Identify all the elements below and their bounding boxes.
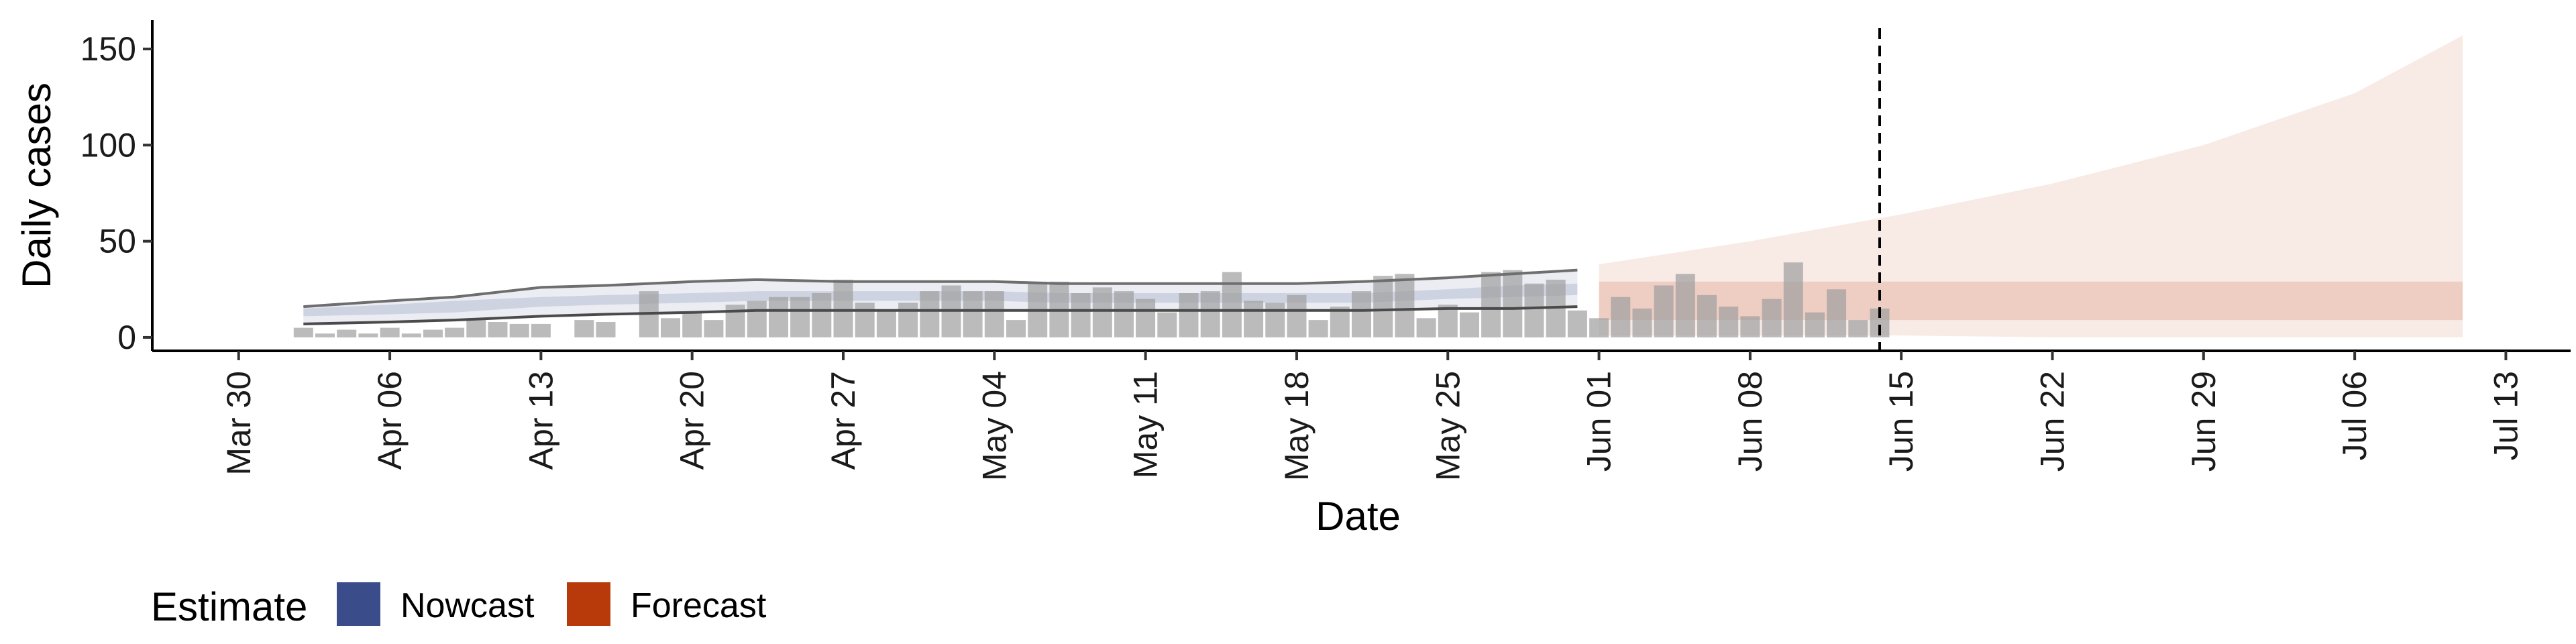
case-bar <box>401 333 421 337</box>
case-bar <box>812 293 832 337</box>
case-bar <box>531 323 551 337</box>
y-tick-label: 0 <box>117 319 136 356</box>
x-tick-label: Apr 13 <box>522 371 559 470</box>
case-bar <box>833 279 853 337</box>
x-tick-label: Jun 15 <box>1882 371 1920 472</box>
case-bar <box>1740 316 1760 337</box>
case-bar <box>1071 293 1091 337</box>
case-bar <box>963 291 983 337</box>
case-bar <box>1632 308 1652 337</box>
case-bar <box>315 333 335 337</box>
case-bar <box>1179 293 1199 337</box>
case-bar <box>790 297 810 337</box>
case-bar <box>1373 276 1393 337</box>
case-bar <box>1265 303 1285 337</box>
y-axis-title: Daily cases <box>14 83 59 288</box>
forecast-band-90 <box>1599 35 2463 337</box>
case-bar <box>574 320 594 337</box>
case-bar <box>1524 283 1544 337</box>
case-bar <box>488 322 508 337</box>
case-bar <box>596 322 616 337</box>
nowcast-upper-line <box>303 268 1578 309</box>
case-bar <box>661 318 680 337</box>
legend-swatch-nowcast <box>337 582 380 626</box>
case-bar <box>1222 272 1242 337</box>
x-tick-label: Jul 06 <box>2336 371 2373 460</box>
case-bar <box>1395 274 1415 337</box>
case-bar <box>1611 297 1631 337</box>
x-tick-label: Mar 30 <box>220 371 258 476</box>
case-bar <box>466 318 486 337</box>
case-bar <box>984 291 1004 337</box>
x-tick-label: May 25 <box>1429 371 1466 481</box>
case-bar <box>855 303 875 337</box>
y-tick-label: 100 <box>80 126 136 164</box>
case-bar <box>682 312 702 337</box>
forecast-band-50 <box>1599 281 2463 321</box>
x-tick-label: Apr 20 <box>674 371 711 470</box>
case-bar <box>1848 320 1868 337</box>
case-bar <box>358 333 378 337</box>
nowcast-band-90 <box>303 270 1578 324</box>
case-bar <box>1783 262 1803 337</box>
x-tick-label: Jun 08 <box>1731 371 1769 472</box>
case-bar <box>747 301 767 337</box>
case-bar <box>445 327 465 337</box>
legend-label-nowcast: Nowcast <box>400 586 535 625</box>
case-bar <box>1244 301 1264 337</box>
case-bar <box>876 310 896 337</box>
nowcast-lower-line <box>303 305 1578 325</box>
y-tick-label: 50 <box>99 223 136 260</box>
nowcast-band-50 <box>303 283 1578 317</box>
case-bar <box>1136 299 1156 337</box>
case-bar <box>1589 318 1609 337</box>
case-bar <box>1114 291 1134 337</box>
case-bar <box>1827 289 1847 337</box>
x-axis-title: Date <box>1316 494 1401 539</box>
case-bar <box>1092 287 1112 337</box>
case-bar <box>1287 294 1307 337</box>
y-tick-label: 150 <box>80 30 136 68</box>
case-bar <box>293 327 313 337</box>
x-tick-label: May 04 <box>975 371 1013 481</box>
case-bar <box>920 291 940 337</box>
case-bar <box>1654 285 1674 337</box>
case-bar <box>1006 320 1026 337</box>
case-bar <box>1719 307 1739 337</box>
case-bar <box>1675 274 1695 337</box>
case-bar <box>769 297 788 337</box>
x-tick-label: Jun 01 <box>1580 371 1618 472</box>
case-bar <box>1308 320 1328 337</box>
case-bar <box>1438 305 1458 337</box>
x-tick-label: Apr 27 <box>824 371 862 470</box>
x-tick-label: Jul 13 <box>2487 371 2524 460</box>
case-bar <box>898 303 918 337</box>
case-bar <box>1567 310 1587 337</box>
case-bar <box>423 329 443 337</box>
case-bar <box>1352 291 1371 337</box>
x-tick-label: May 11 <box>1127 371 1165 478</box>
case-bar <box>1416 318 1436 337</box>
case-bar <box>1460 312 1479 337</box>
case-bar <box>1762 299 1782 337</box>
case-bar <box>380 327 400 337</box>
x-tick-label: Jun 22 <box>2034 371 2072 472</box>
case-bar <box>1503 270 1523 337</box>
x-tick-label: Apr 06 <box>371 371 409 470</box>
legend-swatch-forecast <box>567 582 610 626</box>
x-tick-label: Jun 29 <box>2185 371 2222 472</box>
case-bar <box>1481 272 1501 337</box>
x-tick-label: May 18 <box>1278 371 1316 481</box>
case-bar <box>1697 294 1717 337</box>
legend-label-forecast: Forecast <box>631 586 767 625</box>
case-bar <box>509 323 529 337</box>
case-bar <box>1805 312 1825 337</box>
case-bar <box>337 329 357 337</box>
case-bar <box>1200 291 1220 337</box>
case-bar <box>1157 312 1177 337</box>
case-bar <box>704 320 724 337</box>
legend-title: Estimate <box>151 584 307 629</box>
